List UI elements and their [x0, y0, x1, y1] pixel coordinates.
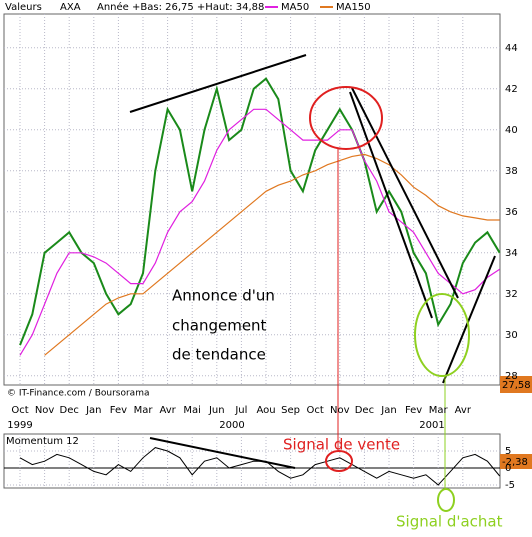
buy-signal: Signal d'achat: [396, 513, 503, 531]
x-tick-label: Fev: [110, 405, 127, 416]
x-tick-label: Mar: [429, 405, 449, 416]
trend-line: [129, 54, 307, 113]
sell-circle: [325, 450, 353, 472]
annotation: changement: [172, 317, 267, 335]
y-tick-label: 34: [505, 248, 518, 259]
x-tick-label: Sep: [281, 405, 300, 416]
last-value: -2,38: [502, 457, 528, 468]
source: © IT-Finance.com / Boursorama: [7, 389, 149, 399]
x-tick-label: Aou: [256, 405, 275, 416]
header-label: Valeurs: [5, 2, 42, 13]
legend-label: MA150: [336, 2, 371, 13]
main-panel: [3, 13, 501, 386]
x-tick-label: Dec: [355, 405, 374, 416]
x-tick-label: Jan: [380, 405, 396, 416]
year-label: 1999: [7, 420, 32, 431]
trend-line: [351, 87, 459, 299]
annotation: de tendance: [172, 346, 266, 364]
legend-label: MA50: [281, 2, 309, 13]
trend-line: [442, 255, 496, 384]
moving-average: [19, 108, 501, 356]
y-tick-label: 44: [505, 43, 518, 54]
last-value: 27,58: [502, 380, 531, 391]
y-tick-label: 28: [505, 371, 518, 382]
momentum-panel: [3, 433, 501, 489]
x-tick-label: Avr: [159, 405, 176, 416]
x-tick-label: Oct: [11, 405, 28, 416]
x-tick-label: Jan: [85, 405, 101, 416]
last-value-box: [500, 376, 532, 393]
y-tick-label: 30: [505, 330, 518, 341]
header-symbol: AXA: [60, 2, 81, 13]
marks: [19, 77, 501, 486]
x-tick-label: Dec: [60, 405, 79, 416]
buy-circle: [437, 488, 455, 512]
y-tick-label: 0: [505, 463, 511, 474]
price-line: [19, 77, 501, 346]
y-tick-label: 5: [505, 446, 511, 457]
sell-signal: Signal de vente: [283, 436, 400, 454]
x-tick-label: Nov: [35, 405, 55, 416]
year-label: 2001: [419, 420, 444, 431]
moving-average: [44, 153, 500, 356]
y-tick-label: 36: [505, 207, 518, 218]
x-tick-label: Mai: [183, 405, 201, 416]
x-tick-label: Fev: [405, 405, 422, 416]
x-tick-label: Jul: [234, 405, 247, 416]
trend-line: [349, 91, 433, 319]
trend-line: [149, 437, 296, 469]
momentum-title: Momentum 12: [6, 436, 79, 447]
annotation: Annonce d'un: [172, 287, 275, 305]
y-tick-label: 40: [505, 125, 518, 136]
y-tick-label: -5: [505, 480, 515, 491]
sell-circle: [309, 86, 383, 150]
year-label: 2000: [219, 420, 244, 431]
buy-circle: [414, 293, 470, 377]
y-tick-label: 42: [505, 84, 518, 95]
x-tick-label: Oct: [307, 405, 324, 416]
x-tick-label: Mar: [134, 405, 154, 416]
y-tick-label: 32: [505, 289, 518, 300]
header-range: Année +Bas: 26,75 +Haut: 34,88: [97, 1, 264, 13]
x-tick-label: Nov: [330, 405, 350, 416]
x-tick-label: Avr: [455, 405, 472, 416]
x-tick-label: Jun: [208, 405, 225, 416]
grid: [4, 14, 500, 488]
y-tick-label: 38: [505, 166, 518, 177]
last-value-box: [500, 454, 532, 469]
